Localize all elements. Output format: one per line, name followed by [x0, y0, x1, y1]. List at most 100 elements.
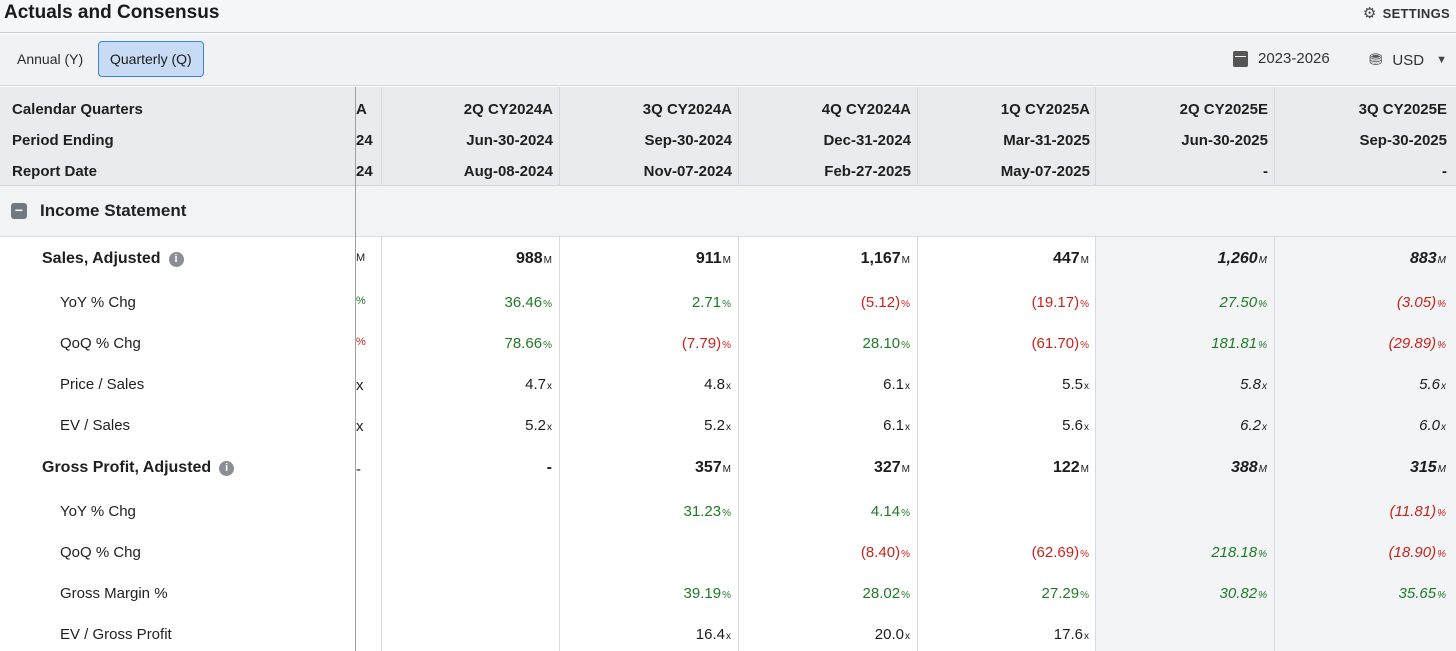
row-label: QoQ % Chg	[60, 544, 141, 561]
table-cell: 5.6x	[1062, 417, 1089, 434]
cell-value: -	[546, 459, 552, 476]
cell-unit: %	[1258, 340, 1267, 351]
currency-selector[interactable]: ⛃ USD ▼	[1369, 50, 1447, 70]
currency-value: USD	[1392, 51, 1425, 69]
cell-value: 17.6	[1053, 626, 1083, 643]
column-header-ending: Mar-31-2025	[1003, 132, 1090, 149]
table-cell: 20.0x	[875, 626, 910, 643]
financials-grid: Calendar Quarters Period Ending Report D…	[0, 87, 1456, 651]
column-divider	[917, 87, 918, 186]
table-cell: 39.19%	[684, 585, 731, 602]
table-cell: 31.23%	[684, 503, 731, 520]
column-divider	[559, 237, 560, 651]
table-cell: 388M	[1231, 459, 1267, 477]
cell-unit: %	[1437, 299, 1446, 310]
table-cell: (61.70)%	[1032, 335, 1089, 352]
gear-icon: ⚙	[1362, 5, 1377, 22]
cell-value: 5.6	[1419, 376, 1440, 393]
cell-unit: x	[1262, 381, 1267, 392]
cell-unit: %	[901, 590, 910, 601]
table-cell: 6.1x	[883, 417, 910, 434]
table-cell: 5.6x	[1419, 376, 1446, 393]
column-header-period: 2Q CY2024A	[463, 101, 553, 118]
info-icon[interactable]: i	[168, 252, 184, 267]
column-divider	[1095, 87, 1096, 186]
cell-unit: M	[722, 464, 731, 475]
row-label-text: YoY % Chg	[60, 503, 136, 520]
cell-value: 39.19	[683, 585, 722, 602]
table-cell: 5.2x	[704, 417, 731, 434]
cell-unit: %	[1080, 340, 1089, 351]
cell-value: 27.50	[1219, 294, 1258, 311]
settings-button[interactable]: ⚙ SETTINGS	[1363, 4, 1450, 22]
cell-value: 4.14	[870, 503, 901, 520]
cell-unit: %	[1080, 549, 1089, 560]
table-cell: (29.89)%	[1389, 335, 1446, 352]
table-cell: 4.8x	[704, 376, 731, 393]
table-cell: (3.05)%	[1397, 294, 1446, 311]
cell-value: 447	[1052, 250, 1080, 267]
cell-unit: x	[1084, 422, 1089, 433]
table-cell: 218.18%	[1211, 544, 1267, 561]
collapse-toggle-icon[interactable]: −	[11, 203, 27, 219]
column-divider	[1274, 237, 1275, 651]
table-cell: 327M	[874, 459, 910, 477]
info-icon[interactable]: i	[219, 461, 235, 476]
cell-value: 4.7	[525, 376, 546, 393]
table-cell: 17.6x	[1054, 626, 1089, 643]
tab-quarterly[interactable]: Quarterly (Q)	[98, 41, 204, 77]
column-header-ending-partial: 24	[356, 132, 373, 149]
row-label-text: EV / Sales	[60, 417, 131, 434]
column-header-report-partial: 24	[356, 163, 373, 180]
table-cell: 27.29%	[1042, 585, 1089, 602]
cell-unit: M	[722, 255, 731, 266]
column-header-period: 3Q CY2025E	[1358, 101, 1447, 118]
cell-value: 5.2	[525, 417, 546, 434]
cell-unit: x	[1262, 422, 1267, 433]
table-cell: 122M	[1053, 459, 1089, 477]
cell-unit: x	[726, 631, 731, 642]
cell-unit: %	[722, 299, 731, 310]
cell-value: 5.8	[1240, 376, 1261, 393]
calendar-icon	[1233, 50, 1248, 67]
frozen-pane-divider[interactable]	[355, 87, 356, 651]
column-header-period: 3Q CY2024A	[642, 101, 732, 118]
cell-unit: %	[543, 340, 552, 351]
table-cell: 27.50%	[1220, 294, 1267, 311]
row-label-text: Sales, Adjusted	[42, 250, 161, 267]
column-header-ending: Dec-31-2024	[823, 132, 911, 149]
table-cell: 6.2x	[1240, 417, 1267, 434]
table-cell: (18.90)%	[1389, 544, 1446, 561]
table-cell: 28.02%	[863, 585, 910, 602]
cell-partial: %	[356, 336, 366, 348]
row-header-period-ending: Period Ending	[12, 132, 114, 149]
table-cell: 2.71%	[692, 294, 731, 311]
column-header-period: 4Q CY2024A	[821, 101, 911, 118]
cell-unit: x	[1084, 381, 1089, 392]
cell-value: (3.05)	[1396, 294, 1437, 311]
cell-unit: %	[722, 590, 731, 601]
table-cell: (5.12)%	[861, 294, 910, 311]
cell-value: 20.0	[874, 626, 904, 643]
column-header-report: Feb-27-2025	[824, 163, 911, 180]
cell-unit: M	[1080, 255, 1089, 266]
cell-value: 2.71	[691, 294, 722, 311]
cell-unit: M	[901, 464, 910, 475]
tab-annual[interactable]: Annual (Y)	[17, 51, 84, 67]
cell-value: (5.12)	[860, 294, 901, 311]
table-cell: 883M	[1410, 250, 1446, 268]
table-cell: 36.46%	[505, 294, 552, 311]
cell-value: 31.23	[683, 503, 722, 520]
table-cell: 4.14%	[871, 503, 910, 520]
cell-unit: %	[901, 340, 910, 351]
cell-value: (29.89)	[1388, 335, 1437, 352]
cell-unit: x	[1084, 631, 1089, 642]
cell-unit: %	[1437, 508, 1446, 519]
cell-value: 218.18	[1211, 544, 1258, 561]
date-range-selector[interactable]: 2023-2026	[1233, 50, 1330, 67]
table-cell: 357M	[695, 459, 731, 477]
section-header: − Income Statement	[0, 186, 1456, 237]
cell-unit: x	[905, 422, 910, 433]
cell-value: 883	[1409, 250, 1437, 267]
table-cell: 5.5x	[1062, 376, 1089, 393]
